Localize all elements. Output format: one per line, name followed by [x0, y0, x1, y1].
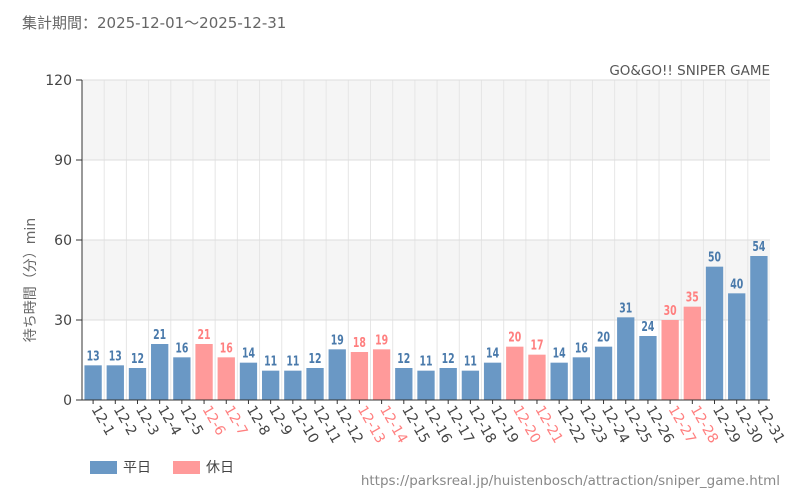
value-label: 11: [286, 354, 299, 369]
legend-item-holiday: 休日: [173, 457, 234, 477]
value-label: 54: [752, 239, 765, 254]
value-label: 16: [220, 340, 233, 355]
bar-12-24: [594, 346, 613, 400]
value-labels: 13 13 12 21 16 21 16 14 11 11 12 19 18 19 12 11 12 11 14 20…: [87, 239, 766, 369]
value-label: 12: [131, 351, 144, 366]
plot-band: [82, 240, 770, 320]
bar-12-11: [306, 368, 324, 400]
bar-12-23: [572, 357, 591, 400]
bar-12-17: [439, 368, 457, 400]
y-tick-labels: 0 30 60 90 120: [45, 73, 82, 409]
bar-12-22: [550, 362, 568, 400]
vertical-gridlines: [103, 80, 749, 400]
bar-12-30: [728, 293, 746, 400]
value-label: 11: [464, 354, 477, 369]
value-label: 21: [198, 327, 211, 342]
value-label: 18: [353, 335, 366, 350]
value-label: 19: [331, 332, 344, 347]
value-label: 12: [397, 351, 410, 366]
bar-12-25: [617, 317, 635, 400]
y-axis-label-box: 待ち時間（分）min: [23, 218, 39, 342]
bar-12-20: [506, 346, 524, 400]
value-label: 14: [553, 346, 566, 361]
bar-12-9: [261, 370, 280, 400]
bar-12-26: [639, 336, 657, 400]
bar-12-5: [173, 357, 191, 400]
legend-label-weekday: 平日: [123, 460, 151, 476]
bar-12-4: [151, 344, 169, 400]
value-label: 12: [442, 351, 455, 366]
y-axis-label: 待ち時間（分）min: [23, 218, 39, 342]
value-label: 19: [375, 332, 388, 347]
bar-12-19: [483, 362, 502, 400]
period-label: 集計期間：2025-12-01～2025-12-31: [22, 14, 287, 32]
value-label: 12: [309, 351, 322, 366]
bar-12-28: [683, 306, 701, 400]
value-label: 50: [708, 250, 721, 265]
value-label: 24: [641, 319, 654, 334]
bar-12-6: [195, 344, 213, 400]
bar-12-3: [128, 368, 147, 400]
plot-band: [82, 80, 770, 160]
bar-12-2: [106, 365, 124, 400]
value-label: 16: [175, 340, 188, 355]
bar-12-12: [328, 349, 346, 400]
value-label: 16: [575, 340, 588, 355]
bar-12-31: [750, 256, 768, 400]
y-tick-label: 60: [54, 233, 72, 249]
source-url[interactable]: https://parksreal.jp/huistenbosch/attrac…: [360, 473, 780, 489]
legend-swatch-holiday: [173, 460, 200, 474]
bar-12-29: [705, 266, 724, 400]
value-label: 20: [508, 330, 521, 345]
value-label: 20: [597, 330, 610, 345]
value-label: 40: [730, 276, 743, 291]
bar-12-27: [661, 320, 679, 400]
value-label: 11: [264, 354, 277, 369]
value-label: 31: [619, 300, 632, 315]
plot-band: [82, 160, 770, 240]
bar-12-16: [417, 370, 435, 400]
value-label: 30: [664, 303, 677, 318]
value-label: 17: [530, 338, 543, 353]
value-label: 21: [153, 327, 166, 342]
y-tick-label: 90: [54, 153, 72, 169]
legend-label-holiday: 休日: [206, 460, 234, 476]
y-tick-label: 0: [63, 393, 72, 409]
chart-title: GO&GO!! SNIPER GAME: [609, 63, 770, 79]
value-label: 13: [109, 348, 122, 363]
bar-12-1: [84, 365, 102, 400]
bar-12-15: [395, 368, 413, 400]
y-tick-label: 30: [54, 313, 72, 329]
value-label: 35: [686, 290, 699, 305]
value-label: 14: [486, 346, 499, 361]
bar-12-7: [217, 357, 235, 400]
bar-12-13: [350, 352, 369, 400]
bar-12-14: [372, 349, 391, 400]
legend: 平日 休日: [90, 457, 256, 477]
value-label: 13: [87, 348, 100, 363]
y-tick-label: 120: [45, 73, 72, 89]
legend-swatch-weekday: [90, 460, 117, 474]
horizontal-gridlines: [82, 79, 770, 321]
value-label: 14: [242, 346, 255, 361]
bar-12-21: [528, 354, 546, 400]
legend-item-weekday: 平日: [90, 457, 151, 477]
x-tick-labels: 12-112-212-312-412-512-612-712-812-912-1…: [88, 400, 788, 446]
bar-12-8: [239, 362, 258, 400]
bar-12-10: [284, 370, 302, 400]
bars: [84, 256, 768, 400]
value-label: 11: [419, 354, 432, 369]
bar-12-18: [461, 370, 480, 400]
